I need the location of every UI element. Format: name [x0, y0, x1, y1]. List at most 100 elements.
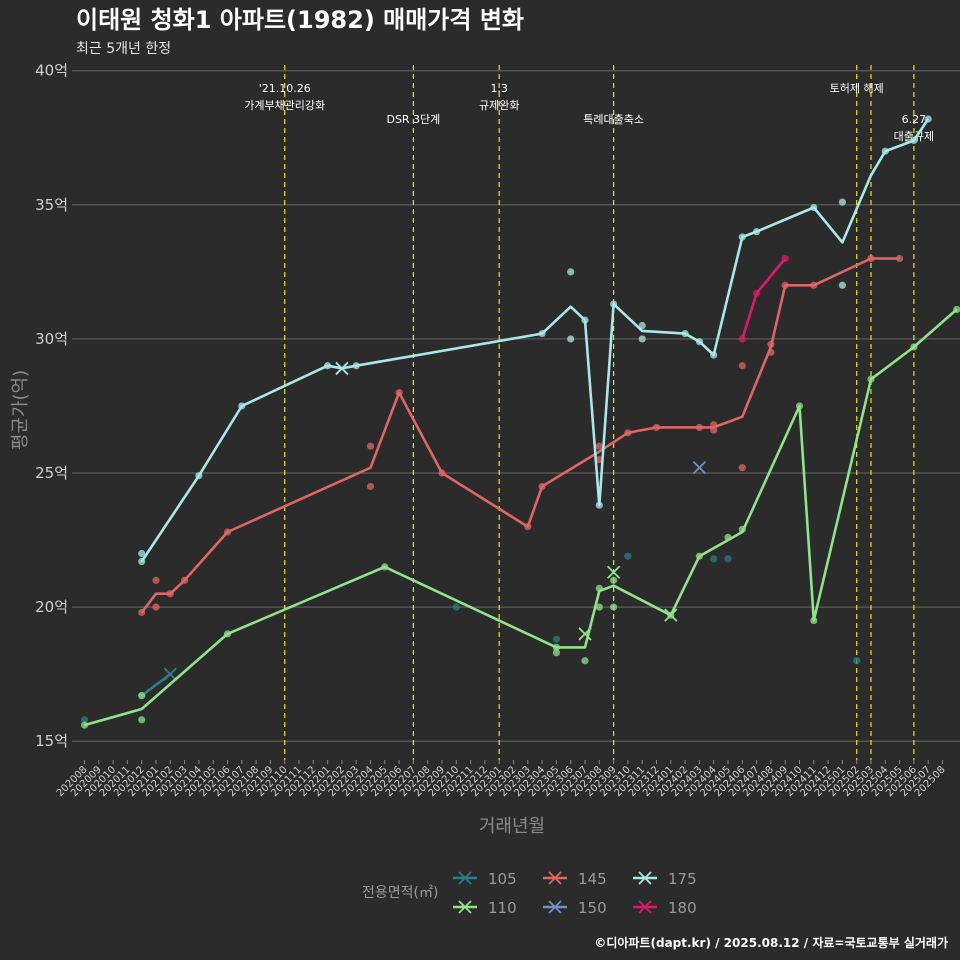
- data-point-175: [810, 203, 818, 212]
- y-tick-label: 35억: [35, 196, 68, 214]
- data-point-175: [324, 362, 332, 370]
- data-point-145: [738, 464, 746, 472]
- data-point-110: [810, 616, 818, 625]
- data-point-145: [595, 442, 603, 450]
- data-point-175: [695, 338, 704, 346]
- x-marker-175: [335, 361, 349, 376]
- x-tick-labels: 2020082020092020102020112020122021012021…: [55, 760, 948, 799]
- data-point-145: [524, 523, 532, 531]
- legend-label-180: 180: [668, 899, 697, 917]
- data-point-145: [395, 388, 403, 397]
- data-point-110: [581, 657, 589, 665]
- data-point-175: [838, 281, 847, 289]
- data-point-180: [753, 289, 761, 297]
- event-label: '21.10.26: [259, 82, 311, 95]
- data-point-145: [781, 281, 789, 289]
- data-point-145: [652, 423, 661, 432]
- data-point-145: [166, 590, 174, 598]
- data-point-175: [710, 351, 718, 359]
- data-point-175: [681, 329, 689, 338]
- legend: 105 145 175 110 150 180: [453, 870, 697, 917]
- series-line-180: [741, 257, 787, 340]
- data-point-180: [738, 335, 746, 343]
- data-point-110: [738, 525, 746, 533]
- x-marker-110: [664, 608, 678, 622]
- data-point-110: [381, 563, 389, 571]
- y-tick-label: 15억: [35, 732, 68, 750]
- data-point-145: [538, 482, 546, 491]
- legend-key-marker-150: [548, 900, 562, 914]
- data-point-175: [538, 329, 546, 338]
- data-point-105: [724, 555, 732, 563]
- data-point-145: [223, 528, 232, 536]
- legend-label-105: 105: [488, 870, 517, 888]
- legend-title: 전용면적(㎡): [362, 885, 438, 901]
- data-point-145: [624, 429, 632, 437]
- data-point-145: [810, 281, 818, 289]
- data-point-145: [366, 442, 375, 450]
- data-point-110: [138, 692, 146, 700]
- series-line-145: [140, 257, 900, 614]
- data-point-145: [710, 421, 718, 429]
- data-point-145: [767, 340, 775, 348]
- data-point-145: [896, 254, 904, 263]
- event-label: 1.3: [490, 82, 508, 95]
- data-point-110: [610, 576, 618, 584]
- series-group: [80, 115, 960, 729]
- y-tick-label: 20억: [35, 598, 68, 616]
- y-axis-title: 평균가(억): [10, 370, 31, 450]
- data-point-145: [366, 482, 375, 491]
- data-point-110: [552, 643, 561, 651]
- event-label: 6.27: [902, 113, 927, 126]
- legend-key-marker-105: [458, 871, 472, 885]
- data-point-110: [953, 305, 960, 314]
- data-point-175: [352, 362, 360, 370]
- data-point-110: [610, 603, 618, 611]
- data-point-145: [738, 362, 746, 370]
- data-point-145: [152, 603, 160, 611]
- legend-key-marker-175: [638, 871, 652, 885]
- data-point-175: [195, 472, 203, 480]
- y-tick-labels: 15억 20억 25억 30억 35억 40억: [35, 62, 68, 750]
- y-tick-label: 25억: [35, 464, 68, 482]
- data-point-110: [552, 649, 561, 657]
- data-point-105: [452, 603, 460, 611]
- x-marker-110: [578, 627, 592, 641]
- legend-label-150: 150: [578, 899, 607, 917]
- data-point-175: [138, 549, 146, 558]
- data-point-110: [223, 630, 232, 638]
- x-marker-110: [606, 565, 621, 579]
- data-point-175: [838, 198, 847, 206]
- data-point-145: [767, 348, 775, 356]
- data-point-110: [724, 533, 732, 541]
- x-marker-105: [163, 667, 177, 681]
- event-label: DSR 3단계: [386, 113, 440, 126]
- data-point-110: [695, 552, 704, 560]
- data-point-145: [595, 456, 603, 464]
- data-point-175: [753, 228, 761, 236]
- data-point-145: [710, 426, 718, 434]
- source-caption: ©디아파트(dapt.kr) / 2025.08.12 / 자료=국토교통부 실…: [594, 935, 948, 950]
- data-point-110: [595, 584, 603, 592]
- data-point-145: [152, 576, 160, 584]
- data-point-105: [624, 552, 632, 560]
- event-label: 가계부채관리강화: [244, 99, 325, 112]
- legend-key-marker-145: [548, 871, 562, 885]
- data-point-175: [610, 300, 618, 308]
- data-point-175: [738, 233, 746, 241]
- series-line-175: [140, 118, 930, 563]
- data-point-175: [881, 147, 889, 155]
- data-point-110: [138, 716, 146, 724]
- data-point-175: [924, 115, 932, 123]
- event-label: 규제완화: [479, 99, 519, 112]
- event-label: 대출규제: [894, 130, 934, 143]
- legend-label-175: 175: [668, 870, 697, 888]
- data-point-145: [695, 423, 704, 432]
- data-point-105: [552, 635, 561, 643]
- event-label: 토허제 해제: [830, 81, 884, 95]
- data-point-175: [581, 316, 589, 324]
- data-point-105: [853, 657, 861, 665]
- data-point-145: [867, 254, 875, 263]
